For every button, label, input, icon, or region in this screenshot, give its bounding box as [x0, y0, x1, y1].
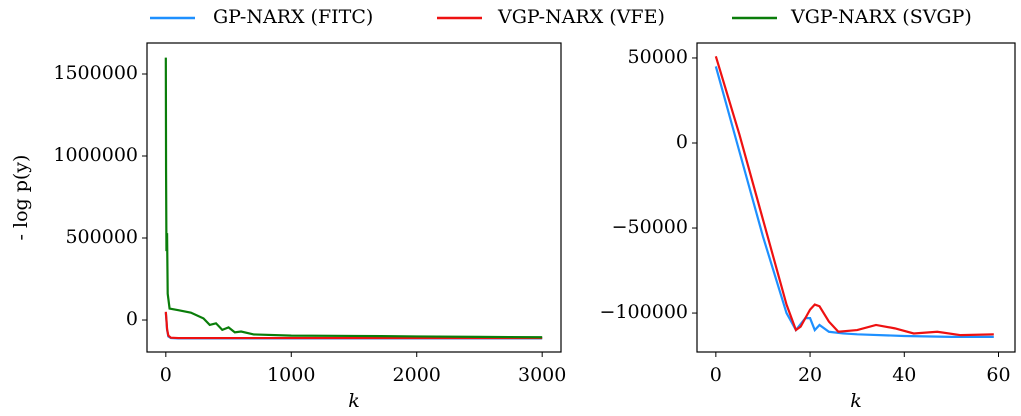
series-line — [714, 55, 994, 337]
x-tick-label: 60 — [986, 364, 1010, 386]
x-tick-label: 3000 — [518, 364, 566, 386]
series-line — [164, 311, 543, 340]
legend-label: VGP-NARX (SVGP) — [790, 6, 972, 28]
y-tick-label: −100000 — [600, 301, 688, 323]
series-line — [164, 312, 543, 340]
plot-frame — [146, 42, 562, 353]
y-axis-label: - log p(y) — [10, 155, 32, 241]
legend-label: GP-NARX (FITC) — [213, 6, 373, 28]
y-tick-label: 500000 — [65, 226, 138, 248]
series-line — [714, 66, 994, 338]
x-tick-label: 0 — [160, 364, 172, 386]
x-axis-label: k — [850, 390, 862, 412]
x-tick-label: 0 — [710, 364, 722, 386]
series-line — [164, 57, 543, 339]
y-tick-label: 0 — [676, 131, 688, 153]
y-tick-label: 1000000 — [53, 144, 138, 166]
y-tick-label: 1500000 — [53, 62, 138, 84]
x-tick-label: 1000 — [267, 364, 315, 386]
legend-label: VGP-NARX (VFE) — [497, 6, 665, 28]
y-tick-label: 0 — [126, 308, 138, 330]
y-tick-label: 50000 — [628, 46, 688, 68]
y-tick-label: −50000 — [612, 216, 688, 238]
x-axis-label: k — [348, 390, 360, 412]
x-tick-label: 20 — [798, 364, 822, 386]
plot-frame — [696, 42, 1016, 353]
x-tick-label: 40 — [892, 364, 916, 386]
x-tick-label: 2000 — [393, 364, 441, 386]
